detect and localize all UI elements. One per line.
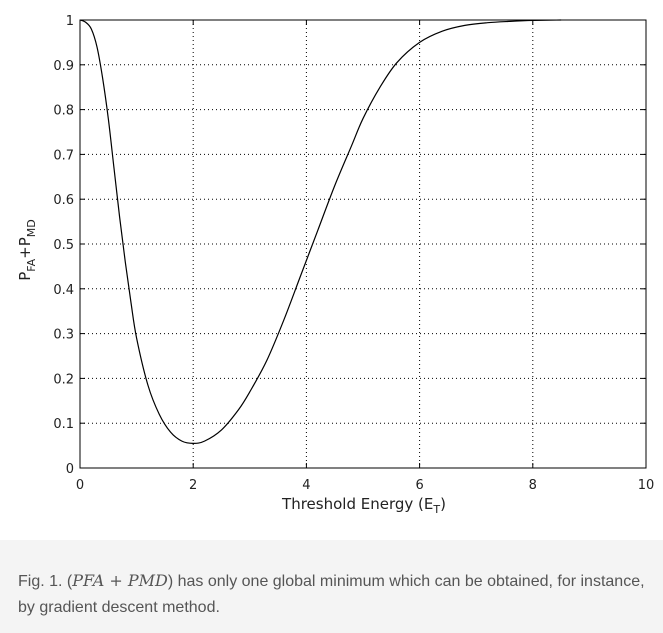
caption-band: Fig. 1. (PFA + PMD) has only one global … (0, 540, 663, 633)
y-axis-label: PFA+PMD (16, 219, 38, 280)
grid-lines (80, 20, 646, 468)
x-axis-label: Threshold Energy (ET) (281, 495, 446, 516)
x-tick-label: 8 (529, 478, 537, 493)
y-tick-label: 0.8 (53, 104, 74, 119)
y-tick-label: 0.2 (53, 372, 74, 387)
figure-caption: Fig. 1. (PFA + PMD) has only one global … (18, 571, 645, 616)
series-line (79, 19, 562, 444)
chart-figure: 0 2 4 6 8 10 0 0.1 0.2 0.3 0.4 0.5 0.6 0.7 0.8 0.9 1 Thr… (16, 14, 655, 516)
y-tick-label: 0.1 (53, 417, 74, 432)
x-tick-label: 0 (76, 478, 84, 493)
y-tick-label: 0.6 (53, 193, 74, 208)
y-tick-label: 0.4 (53, 283, 74, 298)
y-tick-label: 0.3 (53, 328, 74, 343)
x-tick-label: 4 (302, 478, 310, 493)
chart-svg: 0 2 4 6 8 10 0 0.1 0.2 0.3 0.4 0.5 0.6 0.7 0.8 0.9 1 Thr… (16, 14, 654, 516)
y-tick-label: 1 (66, 14, 74, 29)
tick-marks (79, 19, 647, 469)
y-tick-label: 0.7 (53, 148, 74, 163)
caption-math: PFA + PMD (72, 571, 168, 590)
x-tick-label: 2 (189, 478, 197, 493)
tick-labels: 0 2 4 6 8 10 0 0.1 0.2 0.3 0.4 0.5 0.6 0.7 0.8 0.9 1 (53, 14, 654, 493)
y-tick-label: 0 (66, 462, 74, 477)
x-tick-label: 6 (415, 478, 423, 493)
x-tick-label: 10 (638, 478, 655, 493)
y-tick-label: 0.5 (53, 238, 74, 253)
y-tick-label: 0.9 (53, 59, 74, 74)
